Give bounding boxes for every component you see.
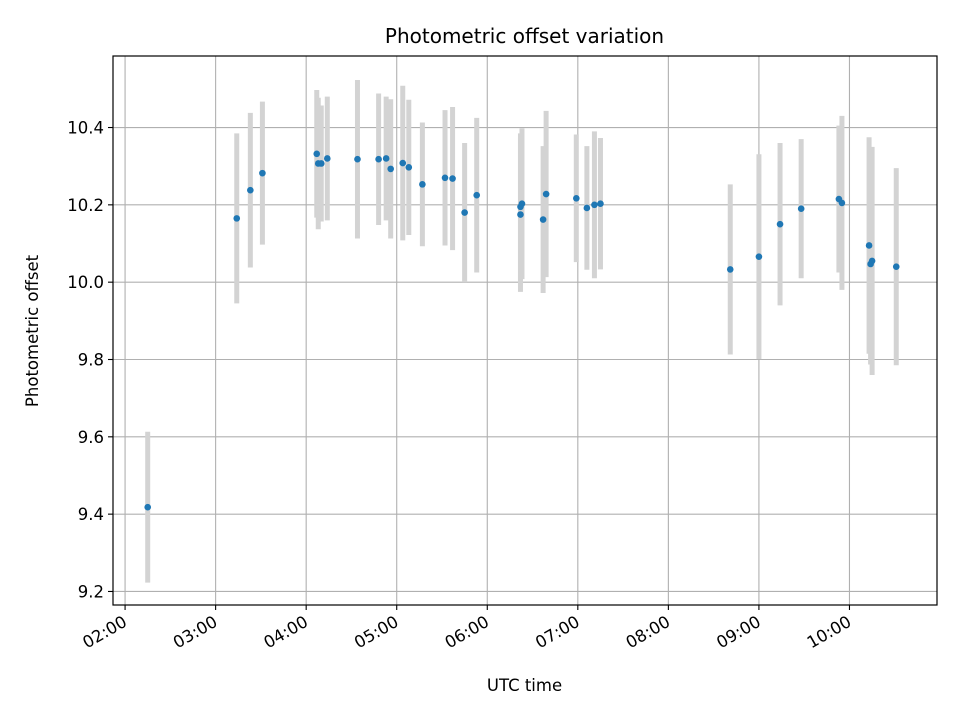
y-tick-label: 10.4 <box>67 119 104 138</box>
data-points <box>144 150 900 511</box>
data-point <box>387 165 394 173</box>
data-point <box>583 204 591 212</box>
data-point <box>449 175 456 182</box>
data-point <box>399 159 407 167</box>
data-point <box>233 215 241 222</box>
data-point <box>726 266 734 273</box>
data-point <box>797 205 805 213</box>
plot-frame <box>112 55 938 606</box>
data-point <box>892 263 900 271</box>
data-point <box>591 201 598 209</box>
data-point <box>597 200 604 207</box>
data-point <box>461 209 468 216</box>
data-point <box>542 190 550 198</box>
data-point <box>382 155 390 162</box>
y-tick-label: 10.0 <box>67 273 104 292</box>
data-point <box>405 164 413 171</box>
chart-title: Photometric offset variation <box>385 24 664 48</box>
data-point <box>375 155 382 163</box>
data-point <box>259 169 266 177</box>
data-point <box>324 155 331 162</box>
data-point <box>354 155 361 163</box>
data-point <box>865 242 873 249</box>
data-point <box>144 503 152 511</box>
data-point <box>317 160 325 167</box>
data-point <box>313 150 321 158</box>
data-point <box>755 253 763 260</box>
data-point <box>776 220 784 228</box>
y-tick-label: 9.4 <box>78 505 104 524</box>
data-point <box>539 216 547 223</box>
data-point <box>573 194 580 202</box>
y-tick-label: 9.2 <box>78 582 104 601</box>
y-tick-label: 9.8 <box>78 350 104 369</box>
y-tick-label: 10.2 <box>67 196 104 215</box>
y-axis-ticks: 9.2 9.4 9.6 9.8 10.0 10.2 10.4 <box>67 119 113 601</box>
data-point <box>419 181 426 188</box>
data-point <box>247 186 254 194</box>
data-point <box>838 199 846 207</box>
data-point <box>518 200 526 207</box>
y-tick-label: 9.6 <box>78 428 104 447</box>
data-point <box>441 174 449 182</box>
data-point <box>868 257 876 265</box>
x-axis-label: UTC time <box>487 676 562 695</box>
y-axis-label: Photometric offset <box>23 254 42 407</box>
data-point <box>473 191 481 199</box>
data-point <box>517 211 524 218</box>
